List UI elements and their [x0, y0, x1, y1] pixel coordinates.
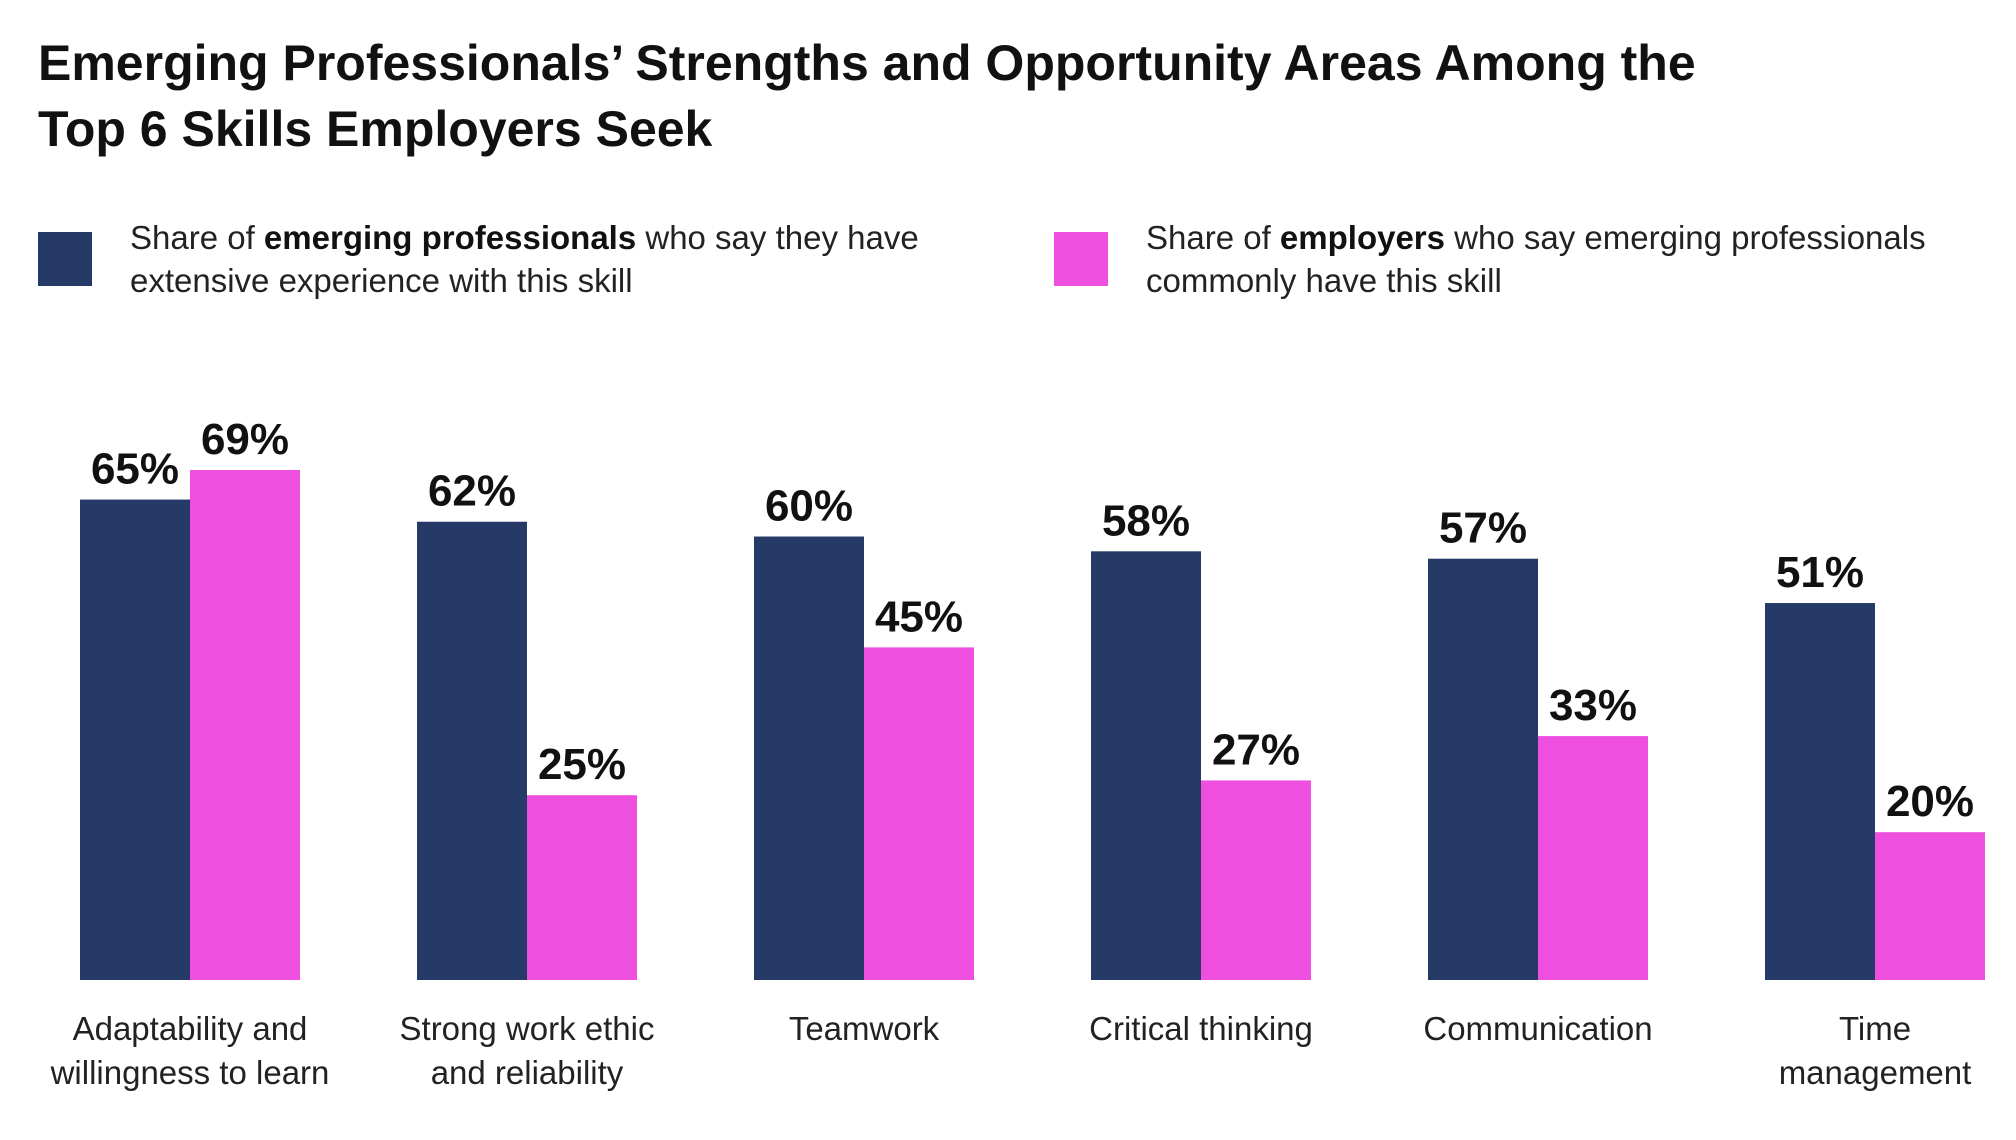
- legend-text-employers: Share of employers who say emerging prof…: [1146, 216, 2016, 302]
- category-label-time-management: Time management: [1779, 1010, 1972, 1091]
- bar-critical-thinking-series-1: [1091, 551, 1201, 980]
- bar-strong-work-ethic-and-reliability-series-1: [417, 521, 527, 980]
- category-label-line: willingness to learn: [50, 1054, 330, 1091]
- category-label-line: management: [1779, 1054, 1972, 1091]
- category-label-critical-thinking: Critical thinking: [1089, 1010, 1313, 1047]
- data-label-time-management-series-2: 20%: [1886, 777, 1974, 826]
- legend-line-2: extensive experience with this skill: [130, 262, 633, 299]
- bar-time-management-series-2: [1875, 832, 1985, 980]
- bar-strong-work-ethic-and-reliability-series-2: [527, 795, 637, 980]
- data-label-strong-work-ethic-and-reliability-series-2: 25%: [538, 740, 626, 789]
- data-label-communication-series-1: 57%: [1439, 504, 1527, 553]
- chart-title-line-1: Emerging Professionals’ Strengths and Op…: [38, 35, 1696, 91]
- bar-teamwork-series-1: [754, 536, 864, 980]
- data-label-strong-work-ethic-and-reliability-series-1: 62%: [428, 467, 516, 516]
- chart-title-line-2: Top 6 Skills Employers Seek: [38, 101, 713, 157]
- data-label-adaptability-and-willingness-to-learn-series-1: 65%: [91, 445, 179, 494]
- bar-teamwork-series-2: [864, 647, 974, 980]
- category-label-strong-work-ethic-and-reliability: Strong work ethic and reliability: [400, 1010, 655, 1091]
- legend-swatch-emerging-professionals: [38, 232, 92, 286]
- category-label-line: Adaptability and: [73, 1010, 308, 1047]
- bar-time-management-series-1: [1765, 603, 1875, 980]
- data-label-critical-thinking-series-2: 27%: [1212, 725, 1300, 774]
- legend-prefix: Share of: [130, 219, 264, 256]
- category-label-line: Critical thinking: [1089, 1010, 1313, 1047]
- data-label-teamwork-series-2: 45%: [875, 592, 963, 641]
- category-label-line: Strong work ethic: [400, 1010, 655, 1047]
- category-label-communication: Communication: [1423, 1010, 1652, 1047]
- bar-critical-thinking-series-2: [1201, 780, 1311, 980]
- data-label-communication-series-2: 33%: [1549, 681, 1637, 730]
- data-label-teamwork-series-1: 60%: [765, 482, 853, 531]
- data-label-critical-thinking-series-1: 58%: [1102, 496, 1190, 545]
- data-label-time-management-series-1: 51%: [1776, 548, 1864, 597]
- legend-text-emerging-professionals: Share of emerging professionals who say …: [130, 216, 1010, 302]
- category-label-adaptability-and-willingness-to-learn: Adaptability and willingness to learn: [50, 1010, 330, 1091]
- category-label-line: Communication: [1423, 1010, 1652, 1047]
- legend-bold: employers: [1279, 219, 1446, 256]
- legend-line-2: commonly have this skill: [1146, 262, 1502, 299]
- bar-adaptability-and-willingness-to-learn-series-1: [80, 499, 190, 980]
- category-label-line: Teamwork: [789, 1010, 940, 1047]
- legend-suffix: who say emerging professionals: [1445, 219, 1926, 256]
- category-label-line: Time: [1839, 1010, 1911, 1047]
- legend-prefix: Share of: [1146, 219, 1280, 256]
- chart-title: Emerging Professionals’ Strengths and Op…: [38, 30, 1938, 162]
- bar-communication-series-1: [1428, 558, 1538, 980]
- bar-communication-series-2: [1538, 736, 1648, 980]
- category-label-teamwork: Teamwork: [789, 1010, 940, 1047]
- category-label-line: and reliability: [431, 1054, 624, 1091]
- data-label-adaptability-and-willingness-to-learn-series-2: 69%: [201, 415, 289, 464]
- legend-suffix: who say they have: [636, 219, 919, 256]
- bar-adaptability-and-willingness-to-learn-series-2: [190, 470, 300, 980]
- legend-bold: emerging professionals: [263, 219, 637, 256]
- legend-swatch-employers: [1054, 232, 1108, 286]
